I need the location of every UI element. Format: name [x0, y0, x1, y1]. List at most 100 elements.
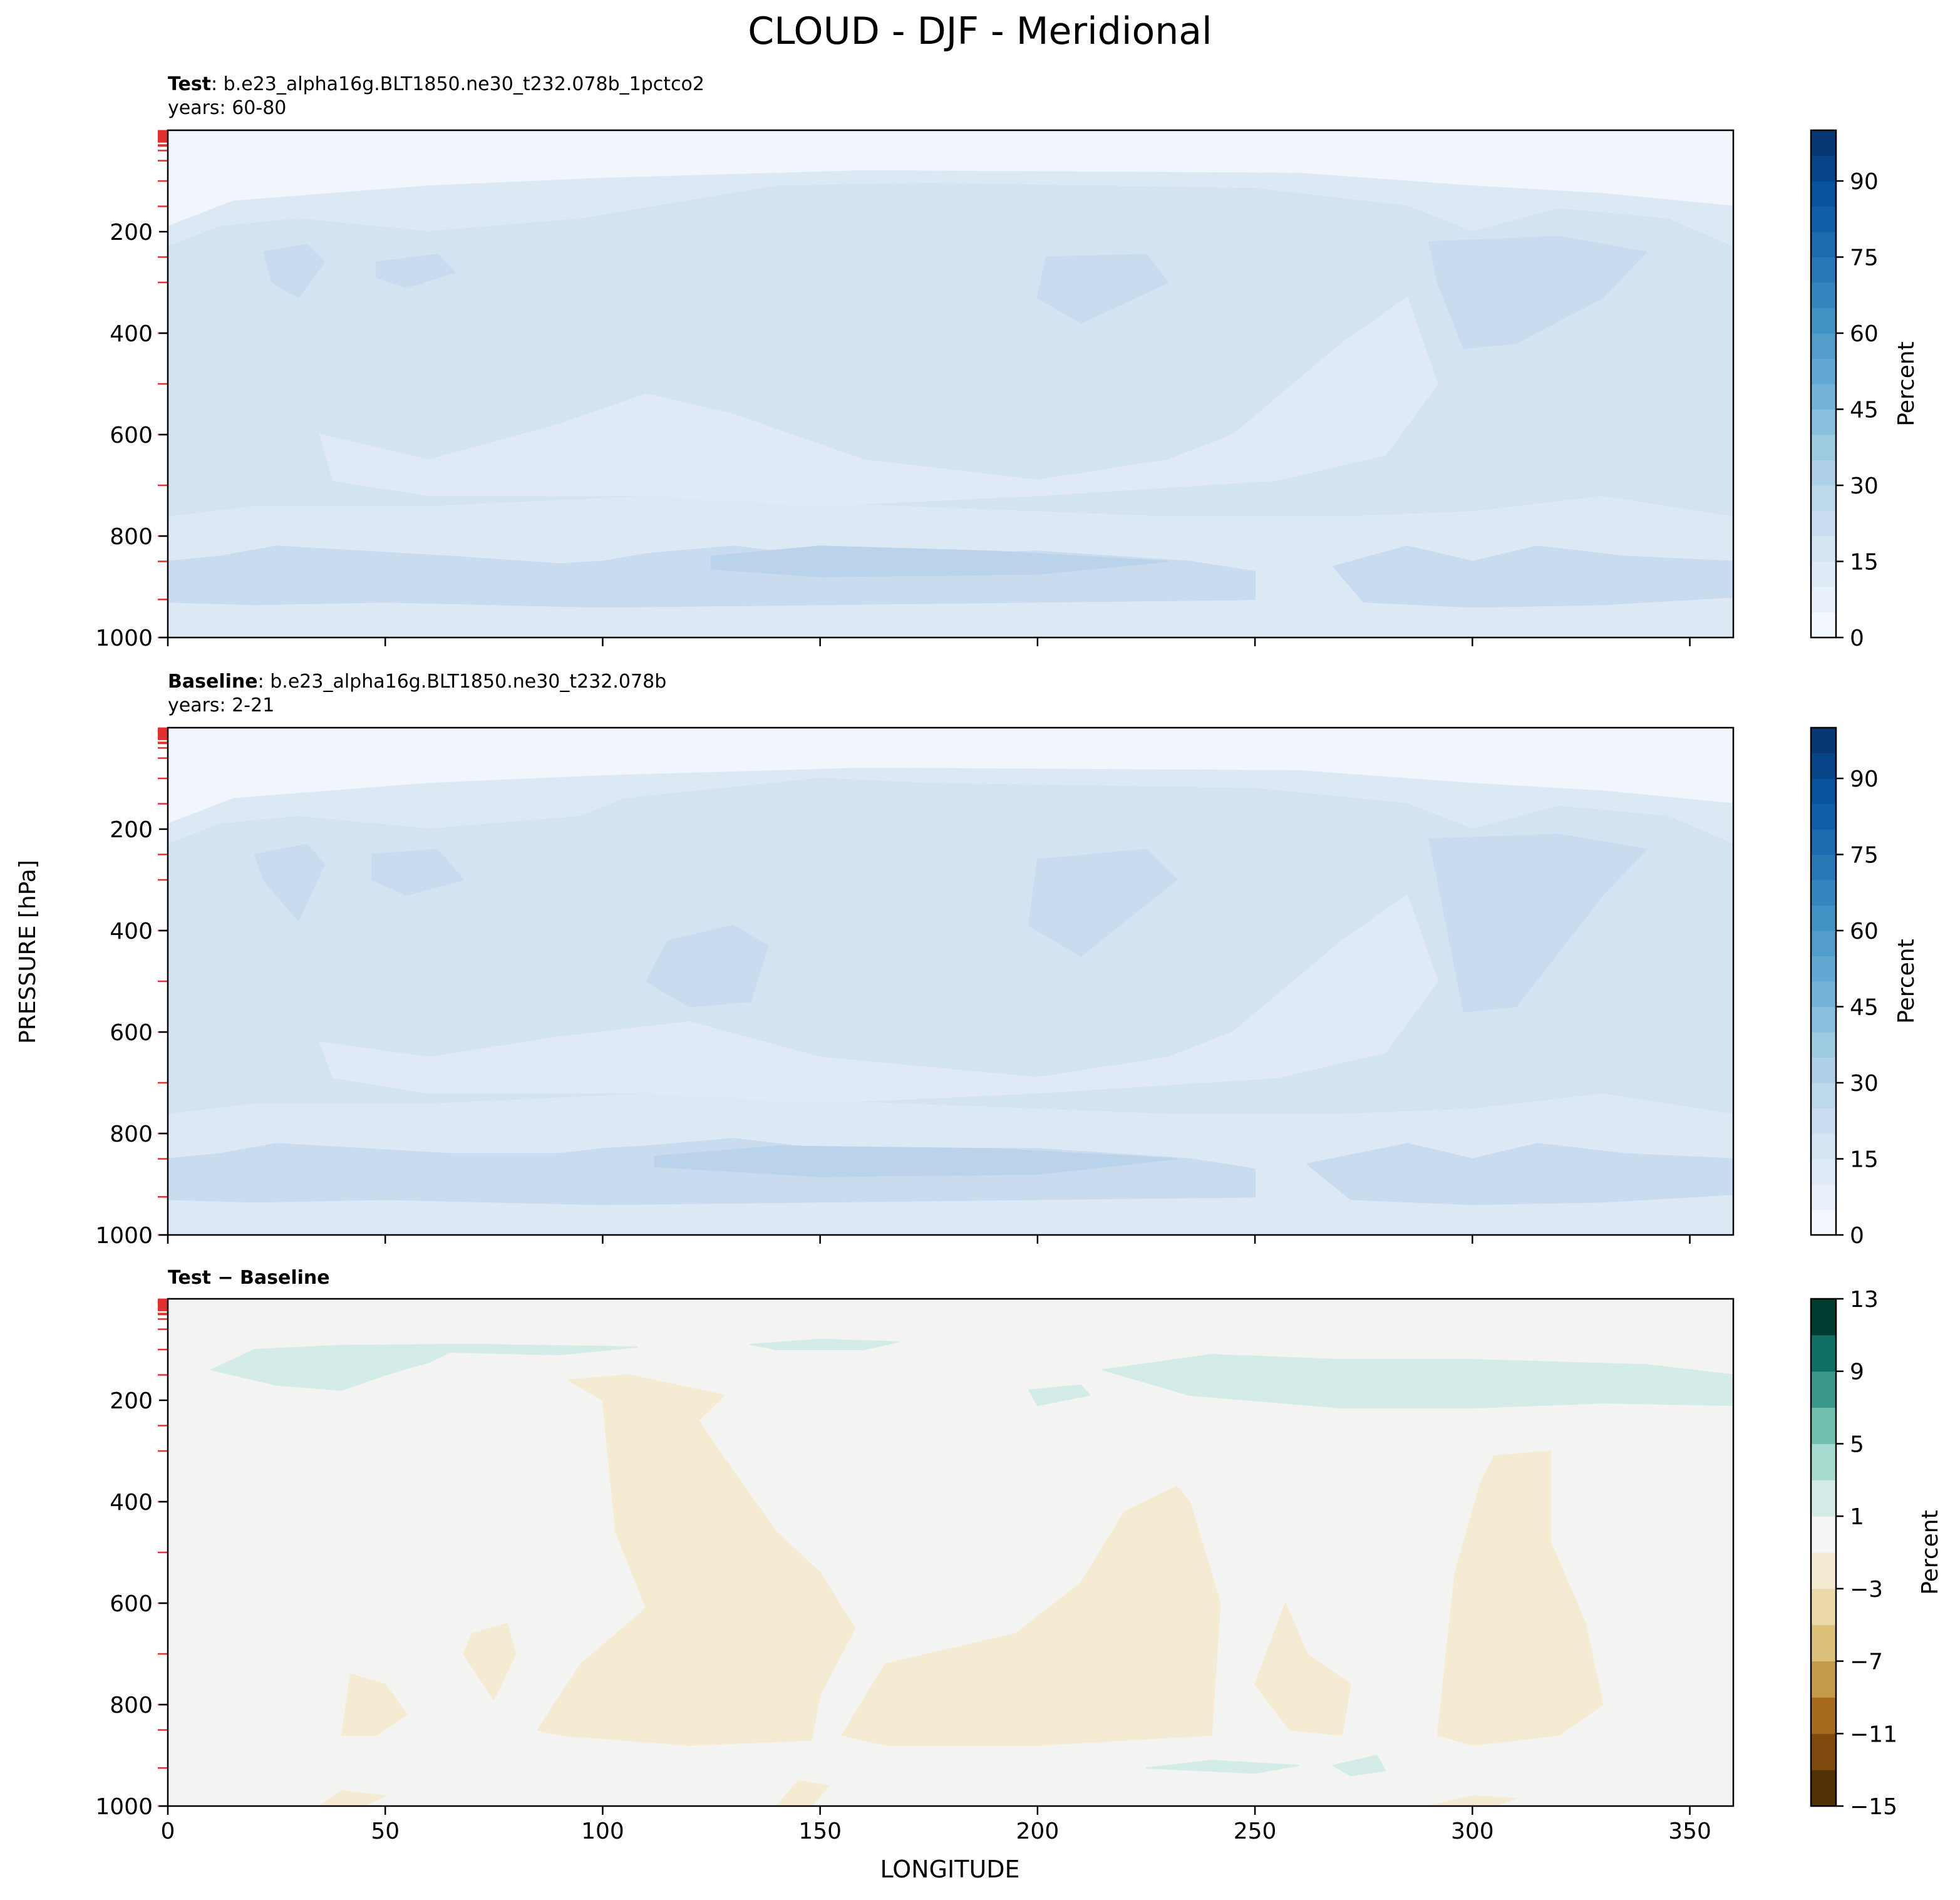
- colorbar-tick-label: 75: [1850, 843, 1879, 869]
- contour-positive-upper-mid: [750, 1338, 899, 1350]
- colorbar-segment: [1811, 358, 1836, 385]
- contour-negative-east-2: [1436, 1450, 1604, 1746]
- colorbar-segment: [1811, 753, 1836, 779]
- colorbar-segment: [1811, 409, 1836, 435]
- colorbar-segment: [1811, 536, 1836, 562]
- x-tick-label: 300: [1451, 1819, 1494, 1844]
- colorbar-tick-label: 45: [1850, 398, 1879, 423]
- colorbar-segment: [1811, 1184, 1836, 1210]
- contour-low-core: [711, 545, 1169, 577]
- colorbar-segment: [1811, 282, 1836, 308]
- contour-negative-east: [1254, 1603, 1351, 1736]
- panel-difference: Test − Baseline 200 400 600 800 1000 0 50 100 150…: [95, 1267, 1943, 1844]
- x-tick-label: 250: [1234, 1819, 1277, 1844]
- colorbar-segment: [1811, 1006, 1836, 1033]
- colorbar-segment: [1811, 232, 1836, 257]
- colorbar-segment: [1811, 587, 1836, 612]
- x-tick-label: 150: [798, 1819, 842, 1844]
- colorbar-segment: [1811, 880, 1836, 906]
- contour-negative-bottom: [776, 1780, 830, 1806]
- panel-baseline: Baseline: b.e23_alpha16g.BLT1850.ne30_t2…: [95, 671, 1919, 1249]
- contour-upper-core-2: [371, 849, 465, 896]
- contour-negative-bottom-2: [319, 1790, 386, 1806]
- colorbar-segment: [1811, 307, 1836, 334]
- colorbar-segment: [1811, 130, 1836, 156]
- colorbar-segment: [1811, 1770, 1836, 1807]
- colorbar-segment: [1811, 510, 1836, 537]
- panel-title-run: : b.e23_alpha16g.BLT1850.ne30_t232.078b: [258, 671, 667, 693]
- panel-test: Test: b.e23_alpha16g.BLT1850.ne30_t232.0…: [95, 73, 1919, 651]
- colorbar-frame: [1810, 726, 1837, 1236]
- colorbar-tick-label: 0: [1850, 1223, 1864, 1249]
- colorbar-tick-label: 30: [1850, 1071, 1879, 1097]
- colorbar-label: Percent: [1894, 939, 1919, 1023]
- colorbar-segment: [1811, 1552, 1836, 1589]
- colorbar-segment: [1811, 803, 1836, 830]
- colorbar-frame: [1810, 129, 1837, 639]
- y-tick-label: 200: [110, 220, 153, 245]
- y-tick-label: 600: [110, 423, 153, 448]
- colorbar-tick-label: 5: [1850, 1432, 1864, 1457]
- figure-title: CLOUD - DJF - Meridional: [748, 9, 1212, 53]
- colorbar-segment: [1811, 981, 1836, 1007]
- x-tick-label: 0: [161, 1819, 175, 1844]
- contour-regions: [168, 170, 1733, 638]
- colorbar-tick-label: 45: [1850, 995, 1879, 1021]
- colorbar-segment: [1811, 384, 1836, 410]
- contour-upper-core-4: [1428, 236, 1648, 349]
- contour-upper-core-3: [1028, 849, 1178, 957]
- panel-subtitle: years: 60-80: [168, 97, 286, 119]
- contour-regions: [168, 767, 1733, 1235]
- y-tick-label: 1000: [95, 626, 153, 651]
- y-tick-label: 200: [110, 817, 153, 843]
- colorbar-tick-label: 75: [1850, 245, 1879, 271]
- colorbar-segment: [1811, 1480, 1836, 1517]
- y-tick-label: 800: [110, 1693, 153, 1718]
- colorbar-segment: [1811, 1661, 1836, 1698]
- colorbar-segment: [1811, 1733, 1836, 1770]
- colorbar-segment: [1811, 931, 1836, 956]
- colorbar-segment: [1811, 1159, 1836, 1185]
- contour-positive-lower-2: [1333, 1755, 1386, 1777]
- colorbar-segment: [1811, 728, 1836, 753]
- contour-negative-west: [341, 1673, 408, 1736]
- colorbar-label: Percent: [1894, 341, 1919, 426]
- colorbar: 0 15 30 45 60 75 90 Percent: [1810, 726, 1919, 1249]
- colorbar-segment: [1811, 1209, 1836, 1236]
- colorbar-segment: [1811, 561, 1836, 587]
- colorbar-segment: [1811, 1516, 1836, 1553]
- colorbar-segment: [1811, 485, 1836, 511]
- colorbar-segment: [1811, 1299, 1836, 1336]
- panel-title: Test − Baseline: [168, 1267, 330, 1289]
- contour-low-band-east: [1306, 1143, 1733, 1206]
- colorbar-segment: [1811, 778, 1836, 804]
- colorbar-segment: [1811, 1108, 1836, 1134]
- colorbar-segment: [1811, 1443, 1836, 1480]
- contour-mid-trough: [319, 894, 1438, 1104]
- contour-negative-bottom-3: [1428, 1795, 1517, 1806]
- contour-negative-mid: [841, 1485, 1221, 1746]
- x-tick-label: 350: [1668, 1819, 1711, 1844]
- colorbar-segment: [1811, 854, 1836, 880]
- colorbar-segment: [1811, 1133, 1836, 1159]
- colorbar-tick-label: 15: [1850, 550, 1879, 576]
- y-tick-label: 400: [110, 321, 153, 347]
- plot-frame: [167, 726, 1735, 1236]
- colorbar-segment: [1811, 257, 1836, 283]
- contour-negative-center: [537, 1374, 856, 1746]
- contour-positive-upper-east: [1102, 1354, 1733, 1409]
- contour-upper-core-4: [1428, 834, 1648, 1013]
- contour-upper-core-1: [262, 244, 325, 299]
- panel-title-run: : b.e23_alpha16g.BLT1850.ne30_t232.078b_…: [211, 73, 704, 95]
- colorbar-segment: [1811, 612, 1836, 638]
- y-tick-label: 800: [110, 524, 153, 550]
- y-tick-label: 1000: [95, 1223, 153, 1249]
- contour-upper-core-1: [254, 844, 325, 921]
- contour-upper-core-2: [376, 254, 456, 289]
- contour-regions: [210, 1338, 1733, 1806]
- colorbar-segment: [1811, 460, 1836, 486]
- shared-ylabel: PRESSURE [hPa]: [15, 860, 41, 1044]
- plot-frame: [167, 1298, 1735, 1807]
- shared-xlabel: LONGITUDE: [880, 1856, 1019, 1883]
